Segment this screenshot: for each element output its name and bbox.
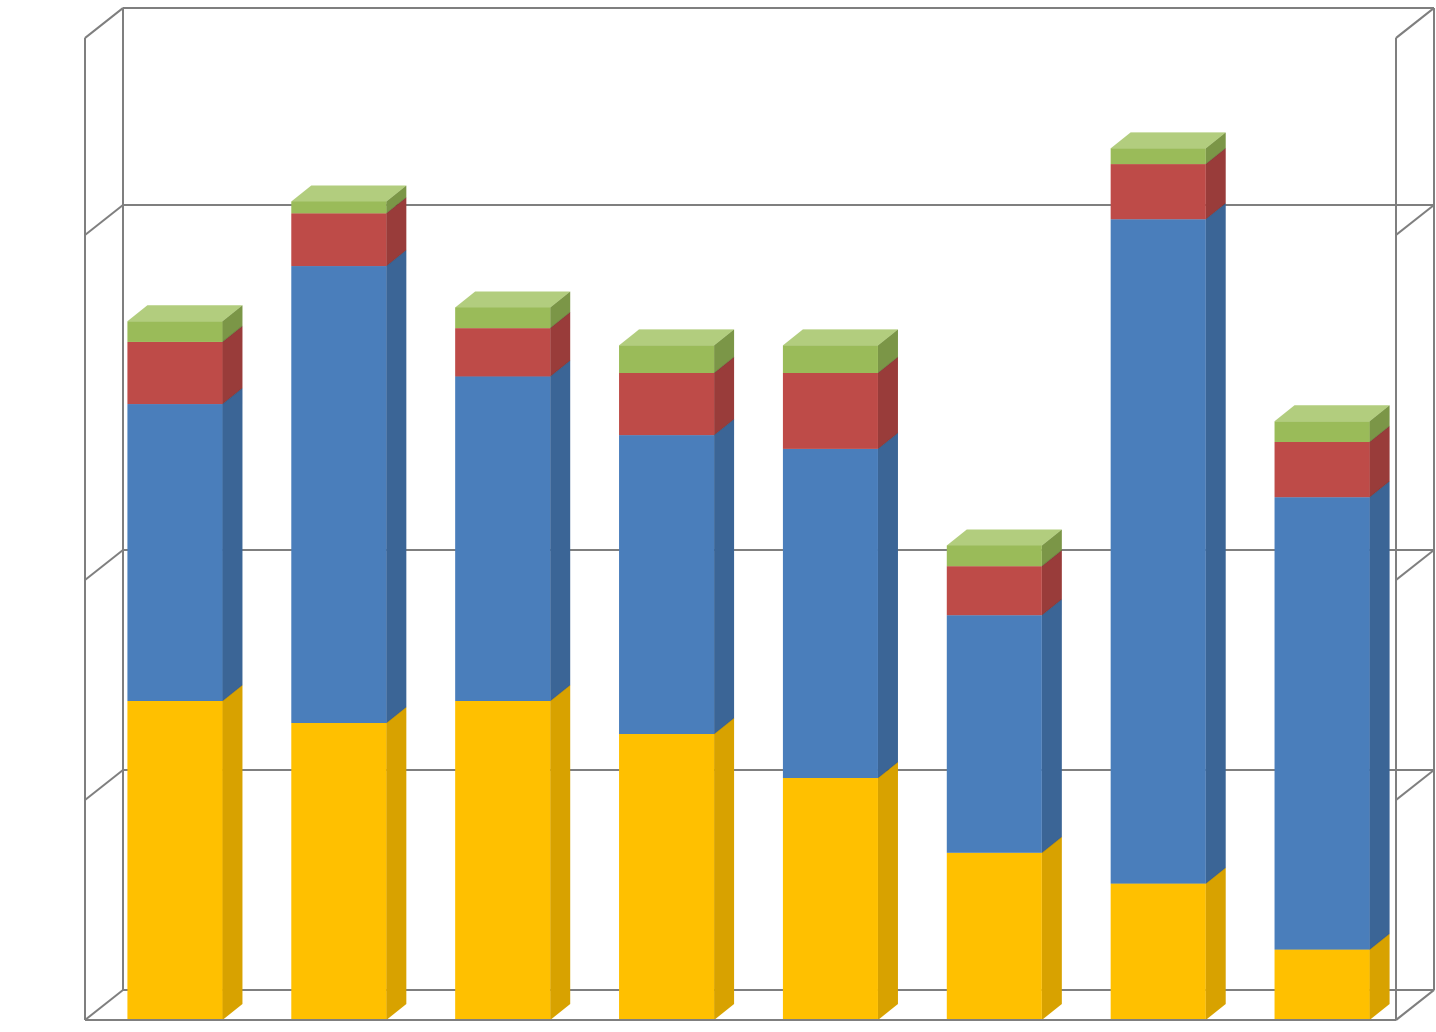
bar-segment bbox=[1275, 481, 1390, 949]
bar-top bbox=[1111, 132, 1226, 148]
bar-top bbox=[619, 329, 734, 345]
bar-segment bbox=[1111, 868, 1226, 1020]
bar-segment bbox=[619, 419, 734, 734]
bar-top bbox=[455, 291, 570, 307]
bar-top bbox=[291, 186, 406, 202]
stacked-bar-3d-chart bbox=[0, 0, 1436, 1032]
bar-segment bbox=[127, 388, 242, 701]
bar-top bbox=[947, 530, 1062, 546]
bar-segment bbox=[947, 837, 1062, 1020]
bar-top bbox=[783, 329, 898, 345]
bar-segment bbox=[783, 762, 898, 1020]
bar-segment bbox=[455, 685, 570, 1020]
bar-top bbox=[127, 305, 242, 321]
bar-segment bbox=[127, 685, 242, 1020]
bar-segment bbox=[455, 360, 570, 701]
bar-top bbox=[1275, 405, 1390, 421]
bar-segment bbox=[947, 599, 1062, 853]
bar-segment bbox=[291, 707, 406, 1020]
bar-segment bbox=[619, 718, 734, 1020]
bar-segment bbox=[291, 250, 406, 723]
bar-segment bbox=[783, 433, 898, 778]
bar-segment bbox=[1111, 203, 1226, 883]
